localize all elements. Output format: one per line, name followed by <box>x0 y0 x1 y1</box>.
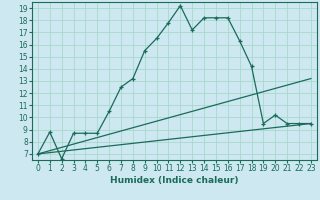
X-axis label: Humidex (Indice chaleur): Humidex (Indice chaleur) <box>110 176 239 185</box>
